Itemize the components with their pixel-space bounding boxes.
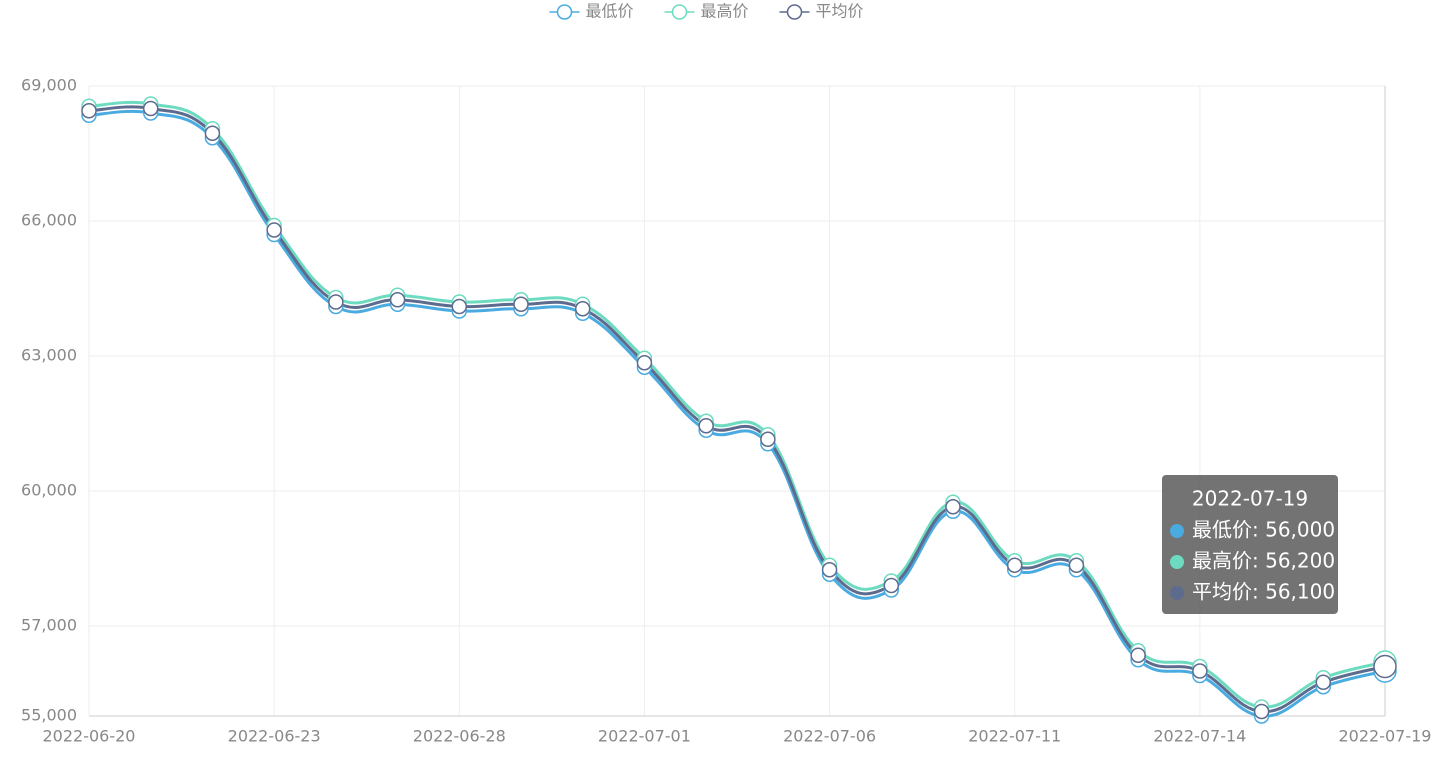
- x-tick-label: 2022-07-01: [598, 727, 691, 746]
- x-tick-label: 2022-06-23: [228, 727, 321, 746]
- data-point: [328, 294, 344, 310]
- y-tick-label: 55,000: [21, 706, 77, 725]
- data-point: [513, 296, 529, 312]
- x-tick-label: 2022-07-14: [1153, 727, 1246, 746]
- data-point: [945, 499, 961, 515]
- x-tick-label: 2022-07-19: [1339, 727, 1432, 746]
- x-tick-label: 2022-06-28: [413, 727, 506, 746]
- legend-marker: [786, 4, 803, 20]
- x-tick-label: 2022-07-06: [783, 727, 876, 746]
- data-point: [1006, 557, 1023, 573]
- data-point: [1130, 647, 1146, 663]
- legend-marker: [556, 4, 573, 20]
- y-tick-label: 60,000: [21, 481, 77, 500]
- legend-marker: [671, 4, 688, 20]
- tooltip-line: 平均价: 56,100: [1192, 580, 1335, 604]
- data-point: [821, 562, 838, 578]
- series-line: [88, 109, 1386, 718]
- data-point: [574, 301, 591, 317]
- y-tick-label: 66,000: [21, 211, 77, 230]
- data-point: [760, 431, 776, 447]
- tooltip-line: 最低价: 56,000: [1192, 518, 1335, 542]
- y-tick-label: 57,000: [21, 616, 77, 635]
- data-point: [698, 418, 714, 434]
- tooltip-dot: [1170, 524, 1184, 538]
- data-point: [266, 222, 282, 238]
- tooltip-dot: [1170, 586, 1184, 600]
- data-point: [1253, 703, 1270, 720]
- y-tick-label: 69,000: [21, 76, 77, 95]
- data-point: [1373, 654, 1397, 679]
- data-point: [1315, 674, 1332, 690]
- series-line: [88, 105, 1386, 714]
- tooltip: 2022-07-19 最低价: 56,000 最高价: 56,200 平均价: 56,…: [1162, 475, 1338, 614]
- data-point: [1192, 663, 1208, 679]
- y-tick-label: 63,000: [21, 346, 77, 365]
- data-point: [883, 577, 900, 594]
- x-tick-label: 2022-07-11: [968, 727, 1061, 746]
- data-point: [451, 298, 468, 315]
- data-point: [81, 103, 97, 119]
- x-tick-label: 2022-06-20: [43, 727, 136, 746]
- data-point: [1068, 557, 1085, 573]
- data-point: [142, 100, 159, 117]
- legend-label: 最低价: [586, 2, 634, 21]
- tooltip-title: 2022-07-19: [1192, 487, 1308, 511]
- tooltip-dot: [1170, 555, 1184, 569]
- legend-label: 平均价: [816, 2, 864, 21]
- data-point: [636, 355, 653, 371]
- tooltip-box: [1162, 475, 1338, 614]
- series-line: [88, 100, 1386, 709]
- tooltip-line: 最高价: 56,200: [1192, 549, 1335, 573]
- legend-label: 最高价: [701, 2, 749, 21]
- data-point: [389, 292, 406, 308]
- data-point: [204, 125, 221, 141]
